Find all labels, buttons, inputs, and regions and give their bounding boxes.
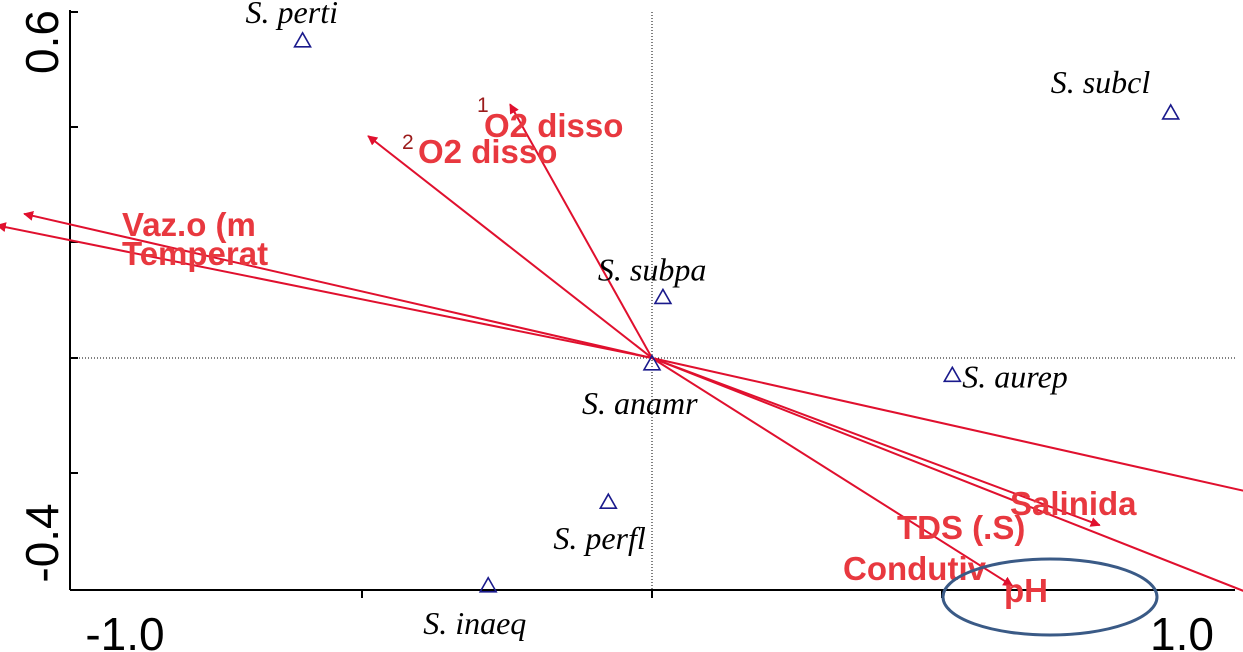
arrow-label-o2-disso-1: O2 disso [484, 107, 623, 144]
species-points: S. perti S. subcl S. subpa S. anamr S. aurep… [246, 0, 1181, 641]
arrow-label-vazao: Vaz.o (m [122, 206, 256, 243]
arrow-index-2: 2 [402, 131, 414, 154]
species-label-s-inaeq: S. inaeq [423, 605, 526, 641]
arrow-label-salinida: Salinida [1010, 485, 1137, 522]
species-marker-s-aurep [942, 365, 962, 383]
species-label-s-subpa: S. subpa [598, 251, 706, 287]
y-tick-label-top: 0.6 [16, 10, 68, 74]
arrow-label-tds: TDS (.S) [897, 509, 1025, 546]
x-tick-label-right: 1.0 [1150, 608, 1214, 652]
species-label-s-perti: S. perti [246, 0, 338, 30]
arrow-vaz-o-m-2 [23, 210, 653, 359]
species-marker-s-perti [293, 31, 312, 48]
arrow-ph-7 [651, 357, 1243, 592]
arrow-label-condutiv: Condutiv [843, 550, 987, 587]
species-marker-s-inaeq [478, 576, 498, 593]
arrow-label-temperat: Temperat [122, 235, 268, 272]
species-marker-s-subcl [1161, 103, 1181, 120]
species-marker-s-perfl [598, 492, 618, 509]
x-ticks [361, 590, 943, 598]
environmental-arrows [0, 103, 1243, 592]
arrow-o2-disso-0 [509, 103, 653, 359]
arrow-o2-disso-1 [367, 135, 653, 359]
arrow-label-o2-disso-2: O2 disso [418, 133, 557, 170]
arrow-labels: O2 disso 1 O2 disso 2 Vaz.o (m Temperat … [122, 94, 1137, 609]
species-label-s-subcl: S. subcl [1051, 64, 1151, 100]
arrow-tds-s-5 [651, 357, 1101, 527]
arrow-label-ph: pH [1004, 572, 1048, 609]
species-label-s-anamr: S. anamr [582, 385, 698, 421]
species-label-s-aurep: S. aurep [962, 358, 1067, 394]
species-marker-s-anamr [642, 354, 662, 371]
species-marker-s-subpa [653, 287, 673, 305]
arrow-condutiv-6 [651, 357, 1014, 587]
x-tick-label-left: -1.0 [85, 608, 164, 652]
arrow-index-1: 1 [477, 94, 489, 117]
ph-highlight-ellipse [941, 557, 1159, 637]
arrow-salinida-4 [651, 357, 1243, 492]
arrow-temperat-3 [0, 222, 653, 359]
species-label-s-perfl: S. perfl [553, 520, 646, 556]
y-tick-label-bottom: -0.4 [16, 503, 68, 582]
